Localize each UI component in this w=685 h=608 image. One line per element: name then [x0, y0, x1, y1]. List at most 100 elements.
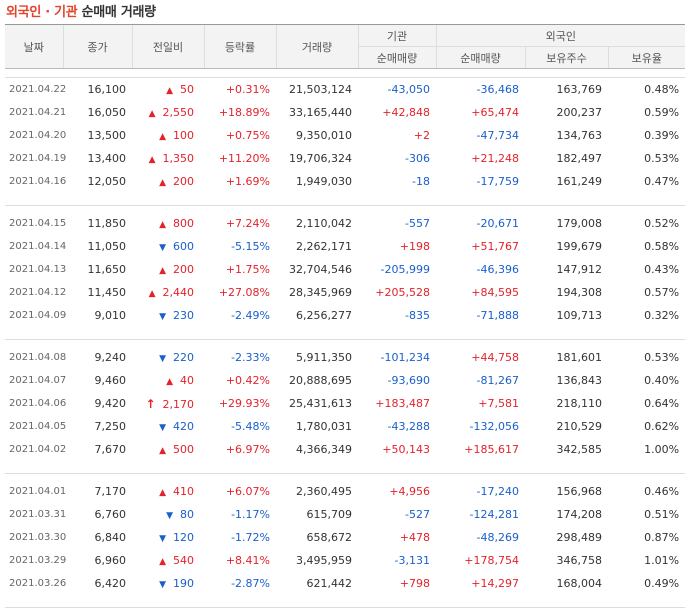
foreign-net-cell: -124,281	[469, 508, 519, 521]
rate-cell: +0.31%	[225, 83, 270, 96]
foreign-ratio-cell: 0.59%	[644, 106, 680, 119]
foreign-ratio-cell: 1.01%	[644, 554, 680, 567]
close-price-cell: 16,050	[87, 106, 127, 119]
close-price-cell: 6,960	[94, 554, 127, 567]
volume-cell: 615,709	[306, 508, 353, 521]
down-triangle-icon: ▼	[159, 580, 166, 590]
table-row: 2021.03.26 6,420 ▼ 190 -2.87% 621,442 +798 +14,…	[5, 572, 685, 595]
rate-cell: +27.08%	[218, 286, 270, 299]
table-row: 2021.04.08 9,240 ▼ 220 -2.33% 5,911,350 -101,2…	[5, 346, 685, 369]
rate-cell: +18.89%	[218, 106, 270, 119]
foreign-net-cell: -17,759	[476, 175, 519, 188]
change-cell: ▼ 420	[132, 415, 204, 438]
foreign-ratio-cell: 0.87%	[644, 531, 680, 544]
foreign-net-cell: -81,267	[476, 374, 519, 387]
volume-cell: 5,911,350	[296, 351, 352, 364]
volume-cell: 4,366,349	[296, 443, 352, 456]
table-row: 2021.03.29 6,960 ▲ 540 +8.41% 3,495,959 -3,131…	[5, 549, 685, 572]
close-price-cell: 11,650	[87, 263, 127, 276]
foreign-holdings-cell: 161,249	[556, 175, 603, 188]
close-price-cell: 13,500	[87, 129, 127, 142]
table-row: 2021.04.02 7,670 ▲ 500 +6.97% 4,366,349 +50,14…	[5, 438, 685, 461]
foreign-holdings-cell: 179,008	[556, 217, 603, 230]
change-value: 2,440	[162, 286, 195, 299]
institution-net-cell: +205,528	[375, 286, 430, 299]
foreign-ratio-cell: 0.49%	[644, 577, 680, 590]
close-price-cell: 11,050	[87, 240, 127, 253]
foreign-ratio-cell: 0.47%	[644, 175, 680, 188]
foreign-holdings-cell: 218,110	[556, 397, 603, 410]
up-triangle-icon: ▲	[159, 178, 166, 188]
header-change: 전일비	[131, 24, 204, 69]
close-price-cell: 16,100	[87, 83, 127, 96]
change-value: 420	[173, 420, 194, 433]
volume-cell: 3,495,959	[296, 554, 352, 567]
change-value: 2,550	[162, 106, 195, 119]
close-price-cell: 6,420	[94, 577, 127, 590]
date-cell: 2021.03.31	[9, 509, 67, 520]
institution-net-cell: -306	[405, 152, 430, 165]
rate-cell: -1.72%	[231, 531, 270, 544]
foreign-ratio-cell: 0.43%	[644, 263, 680, 276]
institution-net-cell: -101,234	[380, 351, 430, 364]
rate-cell: +1.69%	[225, 175, 270, 188]
date-cell: 2021.04.20	[9, 130, 67, 141]
volume-cell: 28,345,969	[289, 286, 352, 299]
table-row: 2021.03.30 6,840 ▼ 120 -1.72% 658,672 +478 -48,…	[5, 526, 685, 549]
down-triangle-icon: ▼	[166, 511, 173, 521]
foreign-net-cell: +7,581	[478, 397, 519, 410]
up-triangle-icon: ▲	[148, 289, 156, 299]
title-highlight: 외국인 · 기관	[6, 5, 78, 20]
foreign-net-cell: +84,595	[471, 286, 519, 299]
institution-net-cell: -18	[412, 175, 430, 188]
table-row: 2021.04.12 11,450 ▲ 2,440 +27.08% 28,345,969 +…	[5, 281, 685, 304]
up-triangle-icon: ▲	[148, 109, 156, 119]
institution-net-cell: -557	[405, 217, 430, 230]
foreign-ratio-cell: 0.53%	[644, 351, 680, 364]
foreign-holdings-cell: 163,769	[556, 83, 603, 96]
change-cell: ▲ 410	[132, 480, 204, 503]
date-cell: 2021.04.19	[9, 153, 67, 164]
up-triangle-icon: ▲	[159, 220, 166, 230]
down-triangle-icon: ▼	[159, 354, 166, 364]
institution-net-cell: -43,288	[387, 420, 430, 433]
volume-cell: 19,706,324	[289, 152, 352, 165]
table-row: 2021.04.07 9,460 ▲ 40 +0.42% 20,888,695 -93,69…	[5, 369, 685, 392]
date-cell: 2021.04.08	[9, 352, 67, 363]
up-triangle-icon: ▲	[166, 377, 173, 387]
up-triangle-icon: ▲	[166, 86, 173, 96]
change-cell: ▼ 80	[132, 503, 204, 526]
close-price-cell: 11,850	[87, 217, 127, 230]
up-triangle-icon: ▲	[148, 155, 156, 165]
foreign-ratio-cell: 0.48%	[644, 83, 680, 96]
foreign-net-cell: +44,758	[471, 351, 519, 364]
volume-cell: 20,888,695	[289, 374, 352, 387]
change-cell: ▼ 600	[132, 235, 204, 258]
institution-net-cell: -93,690	[387, 374, 430, 387]
header-foreign-net: 순매매량	[435, 46, 525, 69]
title-rest: 순매매 거래량	[77, 5, 157, 20]
up-triangle-icon: ▲	[159, 557, 166, 567]
date-cell: 2021.04.13	[9, 264, 67, 275]
foreign-holdings-cell: 109,713	[556, 309, 603, 322]
up-triangle-icon: ▲	[159, 266, 166, 276]
volume-cell: 21,503,124	[289, 83, 352, 96]
foreign-net-cell: -47,734	[476, 129, 519, 142]
change-cell: ▼ 230	[132, 304, 204, 327]
table-row: 2021.04.20 13,500 ▲ 100 +0.75% 9,350,010 +2 -47…	[5, 124, 685, 147]
close-price-cell: 6,840	[94, 531, 127, 544]
change-value: 600	[173, 240, 194, 253]
volume-cell: 1,949,030	[296, 175, 352, 188]
table-row: 2021.04.05 7,250 ▼ 420 -5.48% 1,780,031 -43,28…	[5, 415, 685, 438]
close-price-cell: 9,240	[94, 351, 127, 364]
date-cell: 2021.04.07	[9, 375, 67, 386]
header-institution: 기관	[357, 24, 436, 47]
close-price-cell: 9,010	[94, 309, 127, 322]
institution-net-cell: +183,487	[375, 397, 430, 410]
foreign-holdings-cell: 134,763	[556, 129, 603, 142]
change-cell: ▼ 220	[132, 346, 204, 369]
date-cell: 2021.04.12	[9, 287, 67, 298]
foreign-holdings-cell: 182,497	[556, 152, 603, 165]
close-price-cell: 12,050	[87, 175, 127, 188]
close-price-cell: 9,420	[94, 397, 127, 410]
